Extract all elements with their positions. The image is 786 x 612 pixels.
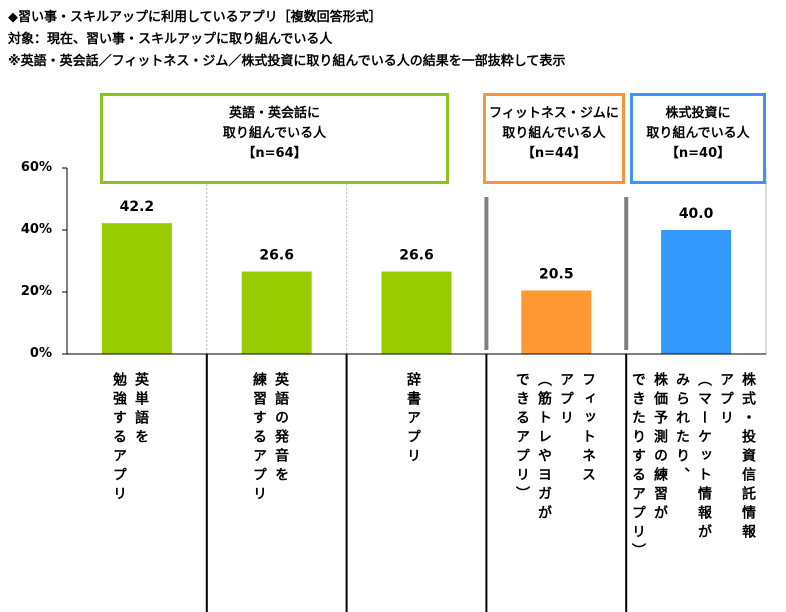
- chart-subtitle-target: 対象：現在、習い事・スキルアップに取り組んでいる人: [8, 32, 333, 47]
- y-tick-label: 0%: [29, 346, 52, 361]
- group-box-fitness: フィットネス・ジムに 取り組んでいる人 【n=44】: [483, 93, 625, 184]
- bar: [661, 230, 732, 354]
- chart-subtitle-note: ※英語・英会話／フィットネス・ジム／株式投資に取り組んでいる人の結果を一部抜粋し…: [8, 54, 566, 69]
- category-label: 英語の発音を 練習するアプリ: [251, 372, 289, 505]
- group-box-english: 英語・英会話に 取り組んでいる人 【n=64】: [100, 93, 449, 184]
- y-tick-label: 40%: [20, 222, 52, 237]
- data-label: 42.2: [120, 199, 155, 215]
- category-label: 辞書アプリ: [405, 372, 421, 467]
- group-box-stocks: 株式投資に 取り組んでいる人 【n=40】: [630, 93, 766, 184]
- bar: [241, 271, 312, 354]
- bar: [101, 223, 172, 354]
- bar: [521, 290, 592, 354]
- y-tick-label: 20%: [20, 284, 52, 299]
- data-label: 40.0: [679, 206, 714, 222]
- category-label: 英単語を 勉強するアプリ: [111, 372, 149, 505]
- category-label: 株式・投資信託情報 アプリ （マーケット情報が みられたり、 株価予測の練習が …: [630, 372, 756, 562]
- chart-title: ◆習い事・スキルアップに利用しているアプリ［複数回答形式］: [8, 10, 382, 25]
- data-label: 20.5: [539, 266, 574, 282]
- category-label: フィットネス アプリ （筋トレやヨガが できるアプリ）: [514, 372, 596, 524]
- bar: [381, 271, 452, 354]
- data-label: 26.6: [399, 248, 434, 264]
- y-tick-label: 60%: [20, 160, 52, 175]
- data-label: 26.6: [259, 248, 294, 264]
